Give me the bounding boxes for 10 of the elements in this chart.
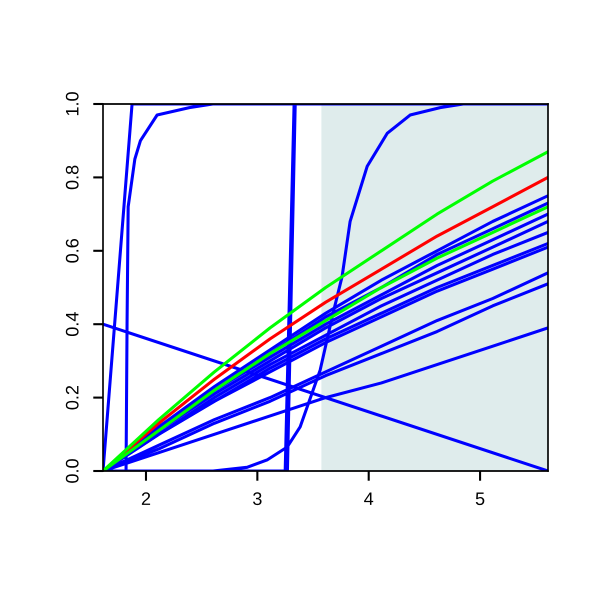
- y-tick-label: 1.0: [66, 92, 79, 116]
- y-tick-label: 0.6: [66, 239, 79, 263]
- x-tick-label: 3: [253, 492, 262, 506]
- x-tick-label: 2: [142, 492, 150, 505]
- y-tick-label: 0.4: [66, 312, 79, 336]
- y-tick-label: 0.0: [66, 459, 79, 483]
- x-tick-label: 5: [476, 492, 484, 506]
- y-tick-label: 0.8: [66, 166, 79, 190]
- y-tick-label: 0.2: [66, 386, 79, 410]
- x-tick-label: 4: [364, 492, 374, 505]
